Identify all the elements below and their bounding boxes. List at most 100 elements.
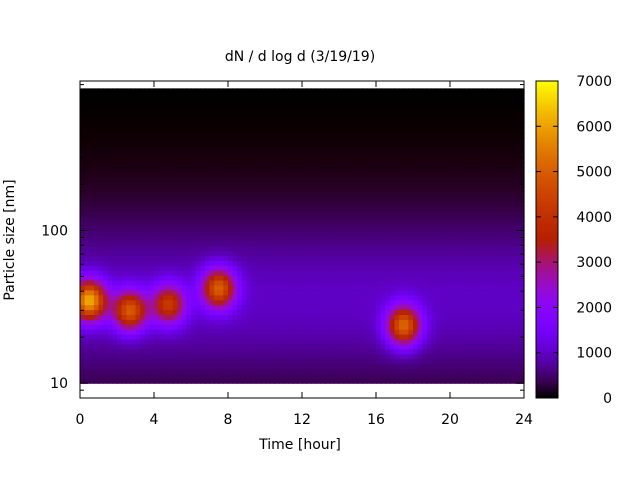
heatmap-cell (334, 284, 340, 291)
heatmap-cell (130, 211, 137, 217)
heatmap-cell (389, 304, 396, 311)
heatmap-cell (121, 309, 127, 315)
heatmap-cell (371, 103, 377, 109)
heatmap-cell (186, 245, 192, 252)
heatmap-cell (320, 132, 326, 139)
heatmap-cell (181, 245, 187, 252)
heatmap-cell (209, 225, 215, 232)
heatmap-cell (144, 329, 150, 335)
heatmap-cell (288, 162, 294, 168)
heatmap-cell (255, 299, 261, 306)
heatmap-cell (348, 270, 354, 276)
heatmap-cell (195, 171, 201, 178)
heatmap-cell (126, 225, 132, 232)
heatmap-cell (232, 319, 238, 325)
heatmap-cell (269, 319, 275, 325)
heatmap-cell (357, 343, 363, 350)
heatmap-cell (389, 122, 396, 129)
heatmap-cell (158, 270, 164, 276)
heatmap-cell (394, 88, 400, 94)
heatmap-cell (320, 334, 326, 340)
heatmap-cell (223, 162, 229, 168)
heatmap-cell (459, 309, 465, 315)
heatmap-cell (440, 186, 446, 193)
heatmap-cell (450, 225, 456, 232)
heatmap-cell (389, 358, 396, 365)
heatmap-cell (135, 191, 141, 198)
heatmap-cell (320, 343, 326, 350)
heatmap-cell (283, 147, 289, 153)
heatmap-cell (292, 108, 298, 114)
heatmap-cell (177, 147, 183, 153)
heatmap-cell (241, 275, 248, 281)
heatmap-cell (348, 216, 354, 222)
heatmap-cell (107, 378, 113, 384)
heatmap-cell (288, 117, 294, 124)
heatmap-cell (269, 368, 275, 374)
heatmap-cell (422, 176, 428, 183)
heatmap-cell (445, 122, 451, 129)
heatmap-cell (195, 309, 201, 315)
heatmap-cell (325, 314, 331, 320)
heatmap-cell (204, 334, 211, 340)
heatmap-cell (431, 108, 437, 114)
heatmap-cell (302, 245, 308, 252)
heatmap-cell (306, 338, 312, 345)
heatmap-cell (107, 171, 113, 178)
heatmap-cell (357, 171, 363, 178)
heatmap-cell (140, 201, 146, 207)
heatmap-cell (117, 216, 123, 222)
heatmap-cell (426, 147, 433, 153)
heatmap-cell (260, 368, 266, 374)
heatmap-cell (241, 88, 248, 94)
heatmap-cell (389, 338, 396, 345)
heatmap-cell (329, 142, 335, 148)
heatmap-cell (422, 304, 428, 311)
heatmap-cell (283, 373, 289, 379)
heatmap-cell (339, 289, 345, 296)
heatmap-cell (163, 88, 169, 94)
heatmap-cell (325, 176, 331, 183)
heatmap-cell (329, 373, 335, 379)
heatmap-cell (348, 157, 354, 163)
heatmap-cell (274, 93, 280, 99)
heatmap-cell (440, 334, 446, 340)
heatmap-cell (177, 206, 183, 212)
heatmap-cell (297, 221, 303, 227)
heatmap-cell (269, 324, 275, 330)
heatmap-cell (334, 299, 340, 306)
heatmap-cell (260, 186, 266, 193)
heatmap-cell (325, 132, 331, 139)
heatmap-cell (297, 363, 303, 370)
heatmap-cell (320, 186, 326, 193)
heatmap-cell (408, 270, 414, 276)
heatmap-cell (260, 211, 266, 217)
heatmap-cell (376, 137, 382, 144)
heatmap-cell (149, 152, 155, 158)
heatmap-cell (265, 338, 271, 345)
heatmap-cell (426, 127, 433, 134)
heatmap-cell (149, 314, 155, 320)
heatmap-cell (186, 88, 192, 94)
heatmap-cell (357, 142, 363, 148)
heatmap-cell (413, 289, 419, 296)
heatmap-cell (422, 132, 428, 139)
heatmap-cell (302, 216, 308, 222)
heatmap-cell (223, 196, 229, 202)
heatmap-cell (177, 201, 183, 207)
heatmap-cell (228, 171, 234, 178)
heatmap-cell (214, 270, 220, 276)
heatmap-cell (93, 103, 100, 109)
heatmap-cell (403, 265, 409, 271)
heatmap-cell (431, 378, 437, 384)
heatmap-cell (297, 304, 303, 311)
heatmap-cell (292, 230, 298, 237)
heatmap-cell (186, 98, 192, 104)
heatmap-cell (241, 201, 248, 207)
heatmap-cell (408, 98, 414, 104)
heatmap-cell (260, 181, 266, 188)
heatmap-cell (209, 280, 215, 286)
heatmap-cell (413, 221, 419, 227)
heatmap-cell (89, 270, 95, 276)
heatmap-cell (440, 127, 446, 134)
